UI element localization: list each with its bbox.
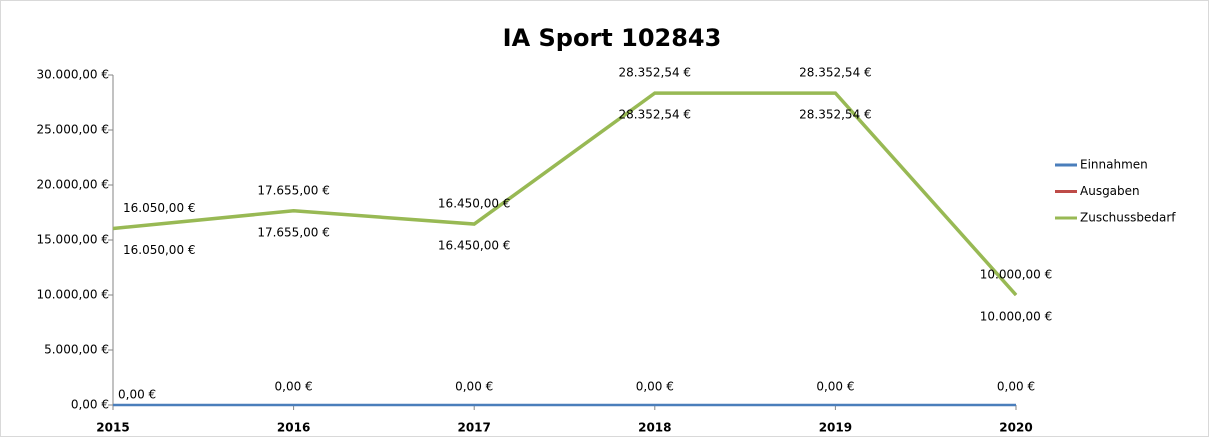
data-label: 0,00 € — [636, 380, 674, 394]
data-label: 0,00 € — [118, 388, 156, 402]
data-label: 17.655,00 € — [257, 183, 330, 197]
series-line — [112, 91, 1018, 297]
data-label: 10.000,00 € — [980, 268, 1053, 282]
data-label: 0,00 € — [275, 380, 313, 394]
x-tick-label: 2020 — [999, 421, 1032, 435]
data-label: 0,00 € — [816, 380, 854, 394]
x-tick-label: 2018 — [638, 421, 671, 435]
y-tick-label: 15.000,00 € — [36, 233, 109, 247]
chart-title: IA Sport 102843 — [503, 24, 722, 52]
legend-label: Einnahmen — [1080, 158, 1148, 172]
data-label: 16.450,00 € — [438, 197, 511, 211]
y-tick-label: 30.000,00 € — [36, 68, 109, 82]
data-label: 0,00 € — [997, 380, 1035, 394]
y-tick-label: 5.000,00 € — [44, 343, 109, 357]
data-label: 28.352,54 € — [619, 66, 692, 80]
data-label: 0,00 € — [455, 380, 493, 394]
x-tick-label: 2017 — [457, 421, 490, 435]
y-tick-label: 0,00 € — [71, 398, 109, 412]
data-label: 28.352,54 € — [799, 66, 872, 80]
y-tick-label: 20.000,00 € — [36, 178, 109, 192]
legend-label: Ausgaben — [1080, 184, 1140, 198]
x-tick-label: 2015 — [96, 421, 129, 435]
data-label: 28.352,54 € — [799, 108, 872, 122]
y-tick-label: 10.000,00 € — [36, 288, 109, 302]
x-tick-label: 2016 — [277, 421, 310, 435]
data-label: 16.450,00 € — [438, 239, 511, 253]
y-tick-label: 25.000,00 € — [36, 123, 109, 137]
x-tick-label: 2019 — [819, 421, 852, 435]
data-label: 16.050,00 € — [123, 243, 196, 257]
data-label: 17.655,00 € — [257, 225, 330, 239]
data-label: 28.352,54 € — [619, 108, 692, 122]
data-label: 16.050,00 € — [123, 201, 196, 215]
data-label: 10.000,00 € — [980, 310, 1053, 324]
legend-label: Zuschussbedarf — [1080, 211, 1176, 225]
